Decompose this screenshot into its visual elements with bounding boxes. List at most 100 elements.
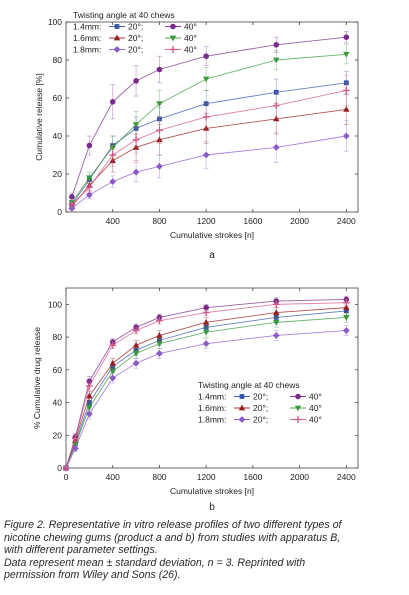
chart-a-data-point — [202, 151, 210, 159]
chart-b-y-tick-label: 40 — [53, 398, 63, 408]
chart-a-legend-row-label: 1.6mm: — [73, 33, 101, 43]
chart-a-x-tick-label: 800 — [152, 216, 166, 226]
chart-a-legend-entry-label: 20°; — [128, 33, 143, 43]
chart-a-data-point — [202, 76, 210, 83]
chart-b-series — [62, 325, 350, 472]
chart-b-x-tick-label: 800 — [152, 472, 166, 482]
chart-b-data-point — [110, 364, 116, 369]
chart-b-data-point — [203, 304, 209, 311]
chart-b: 0 400 800 1200 1600 2000 2400 0 20 40 60 80 100 Cumul… — [32, 287, 359, 513]
chart-b-y-tick-label: 80 — [53, 332, 63, 342]
caption-line-1: Figure 2. Representative in vitro releas… — [4, 519, 342, 531]
chart-a-x-tick-label: 2000 — [290, 216, 309, 226]
chart-a-data-point — [343, 51, 350, 58]
chart-b-data-point — [203, 324, 209, 330]
caption-line-4: Data represent mean ± standard deviation… — [4, 556, 306, 569]
chart-a-data-point — [69, 194, 75, 200]
chart-b-data-point — [202, 309, 210, 316]
chart-b-legend-entry-label: 20°; — [253, 403, 268, 413]
chart-a-series — [68, 120, 350, 212]
chart-b-data-point — [343, 315, 350, 321]
chart-a-panel-label: a — [209, 250, 215, 261]
chart-b-legend-entry-label: 20°; — [253, 392, 268, 402]
chart-b-x-tick-label: 2400 — [337, 472, 356, 482]
chart-b-x-tick-label: 2000 — [290, 472, 309, 482]
chart-a-legend-entry-label: 20°; — [128, 22, 143, 32]
chart-b-data-point — [132, 341, 140, 348]
chart-b-data-point — [86, 405, 93, 411]
chart-a-data-point — [109, 145, 116, 151]
chart-a-x-tick-label: 1200 — [197, 216, 216, 226]
chart-a-data-point — [343, 80, 349, 86]
chart-b-data-point — [273, 315, 279, 320]
chart-b-y-tick-label: 100 — [48, 299, 62, 309]
chart-b-data-point — [132, 327, 140, 334]
chart-b-data-point — [342, 299, 350, 307]
caption-line-2: nicotine chewing gums (product a and b) … — [4, 531, 341, 544]
chart-a-data-point — [203, 53, 209, 59]
chart-b-legend-row-label: 1.4mm: — [198, 392, 226, 402]
chart-b-data-point — [273, 309, 280, 315]
chart-a-data-point — [132, 168, 140, 176]
chart-b-legend-entry-label: 40° — [309, 403, 322, 413]
chart-a-legend-marker — [114, 24, 120, 29]
chart-b-series — [62, 302, 350, 471]
chart-b-y-tick-label: 60 — [53, 365, 63, 375]
chart-a-data-point — [273, 42, 280, 48]
chart-a-data-point — [342, 87, 350, 94]
chart-a-legend-title: Twisting angle at 40 chews — [73, 10, 175, 20]
chart-a-data-point — [202, 113, 210, 121]
chart-b-legend-entry-label: 20°; — [253, 415, 268, 425]
chart-a-data-point — [85, 191, 93, 199]
chart-b-legend-marker — [238, 416, 246, 423]
chart-b-data-point — [342, 327, 350, 334]
chart-b-y-axis-label: % Cumulative drug release — [32, 327, 42, 429]
chart-a-legend-marker — [170, 23, 176, 30]
chart-a-y-tick-label: 80 — [53, 55, 63, 65]
chart-b-y-tick-label: 0 — [57, 463, 62, 473]
chart-a-data-point — [272, 144, 280, 151]
chart-a-series — [69, 31, 350, 201]
chart-a-legend-marker — [113, 46, 121, 53]
chart-a-data-point — [109, 151, 117, 159]
chart-b-data-point — [71, 444, 79, 452]
chart-a-series-line — [71, 135, 347, 209]
chart-b-legend-marker — [294, 405, 302, 412]
chart-b-legend-marker — [294, 416, 302, 423]
chart-a-legend-entry-label: 20°; — [128, 45, 143, 55]
chart-b-x-tick-label: 1200 — [197, 472, 216, 482]
chart-a-series-line — [71, 53, 347, 203]
chart-b-legend-entry-label: 40° — [309, 415, 322, 425]
chart-a-data-point — [273, 57, 280, 64]
chart-a-series — [69, 71, 349, 207]
chart-a-data-point — [109, 157, 116, 164]
chart-b-data-point — [86, 400, 92, 405]
chart-a-series-line — [71, 82, 347, 205]
chart-b-data-point — [132, 351, 140, 357]
chart-b-panel-label: b — [209, 502, 215, 513]
chart-a-data-point — [86, 142, 93, 149]
chart-a-data-point — [132, 144, 140, 150]
chart-a-legend-marker — [169, 35, 177, 42]
chart-b-data-point — [156, 332, 163, 338]
chart-a-x-tick-label: 400 — [106, 216, 120, 226]
chart-a-data-point — [343, 34, 350, 40]
chart-a-data-point — [85, 183, 93, 191]
chart-a-legend-entry-label: 40° — [184, 22, 197, 32]
chart-a-y-tick-label: 100 — [48, 17, 62, 27]
chart-a: 400 800 1200 1600 2000 2400 0 20 40 60 80 100 Cumula… — [34, 10, 359, 261]
chart-a-legend-marker — [113, 34, 121, 41]
chart-b-data-point — [132, 359, 140, 367]
chart-b-data-point — [109, 359, 116, 366]
chart-a-data-point — [156, 101, 163, 108]
chart-a-data-point — [156, 66, 163, 73]
chart-b-data-point — [273, 319, 280, 326]
chart-a-data-point — [132, 136, 140, 144]
chart-a-data-point — [133, 126, 139, 131]
chart-b-legend-marker — [295, 393, 301, 400]
chart-b-data-point — [86, 378, 93, 385]
chart-b-data-point — [272, 332, 280, 339]
chart-b-legend-row-label: 1.8mm: — [198, 415, 226, 425]
chart-a-series — [68, 93, 350, 209]
chart-b-legend-entry-label: 40° — [309, 392, 322, 402]
